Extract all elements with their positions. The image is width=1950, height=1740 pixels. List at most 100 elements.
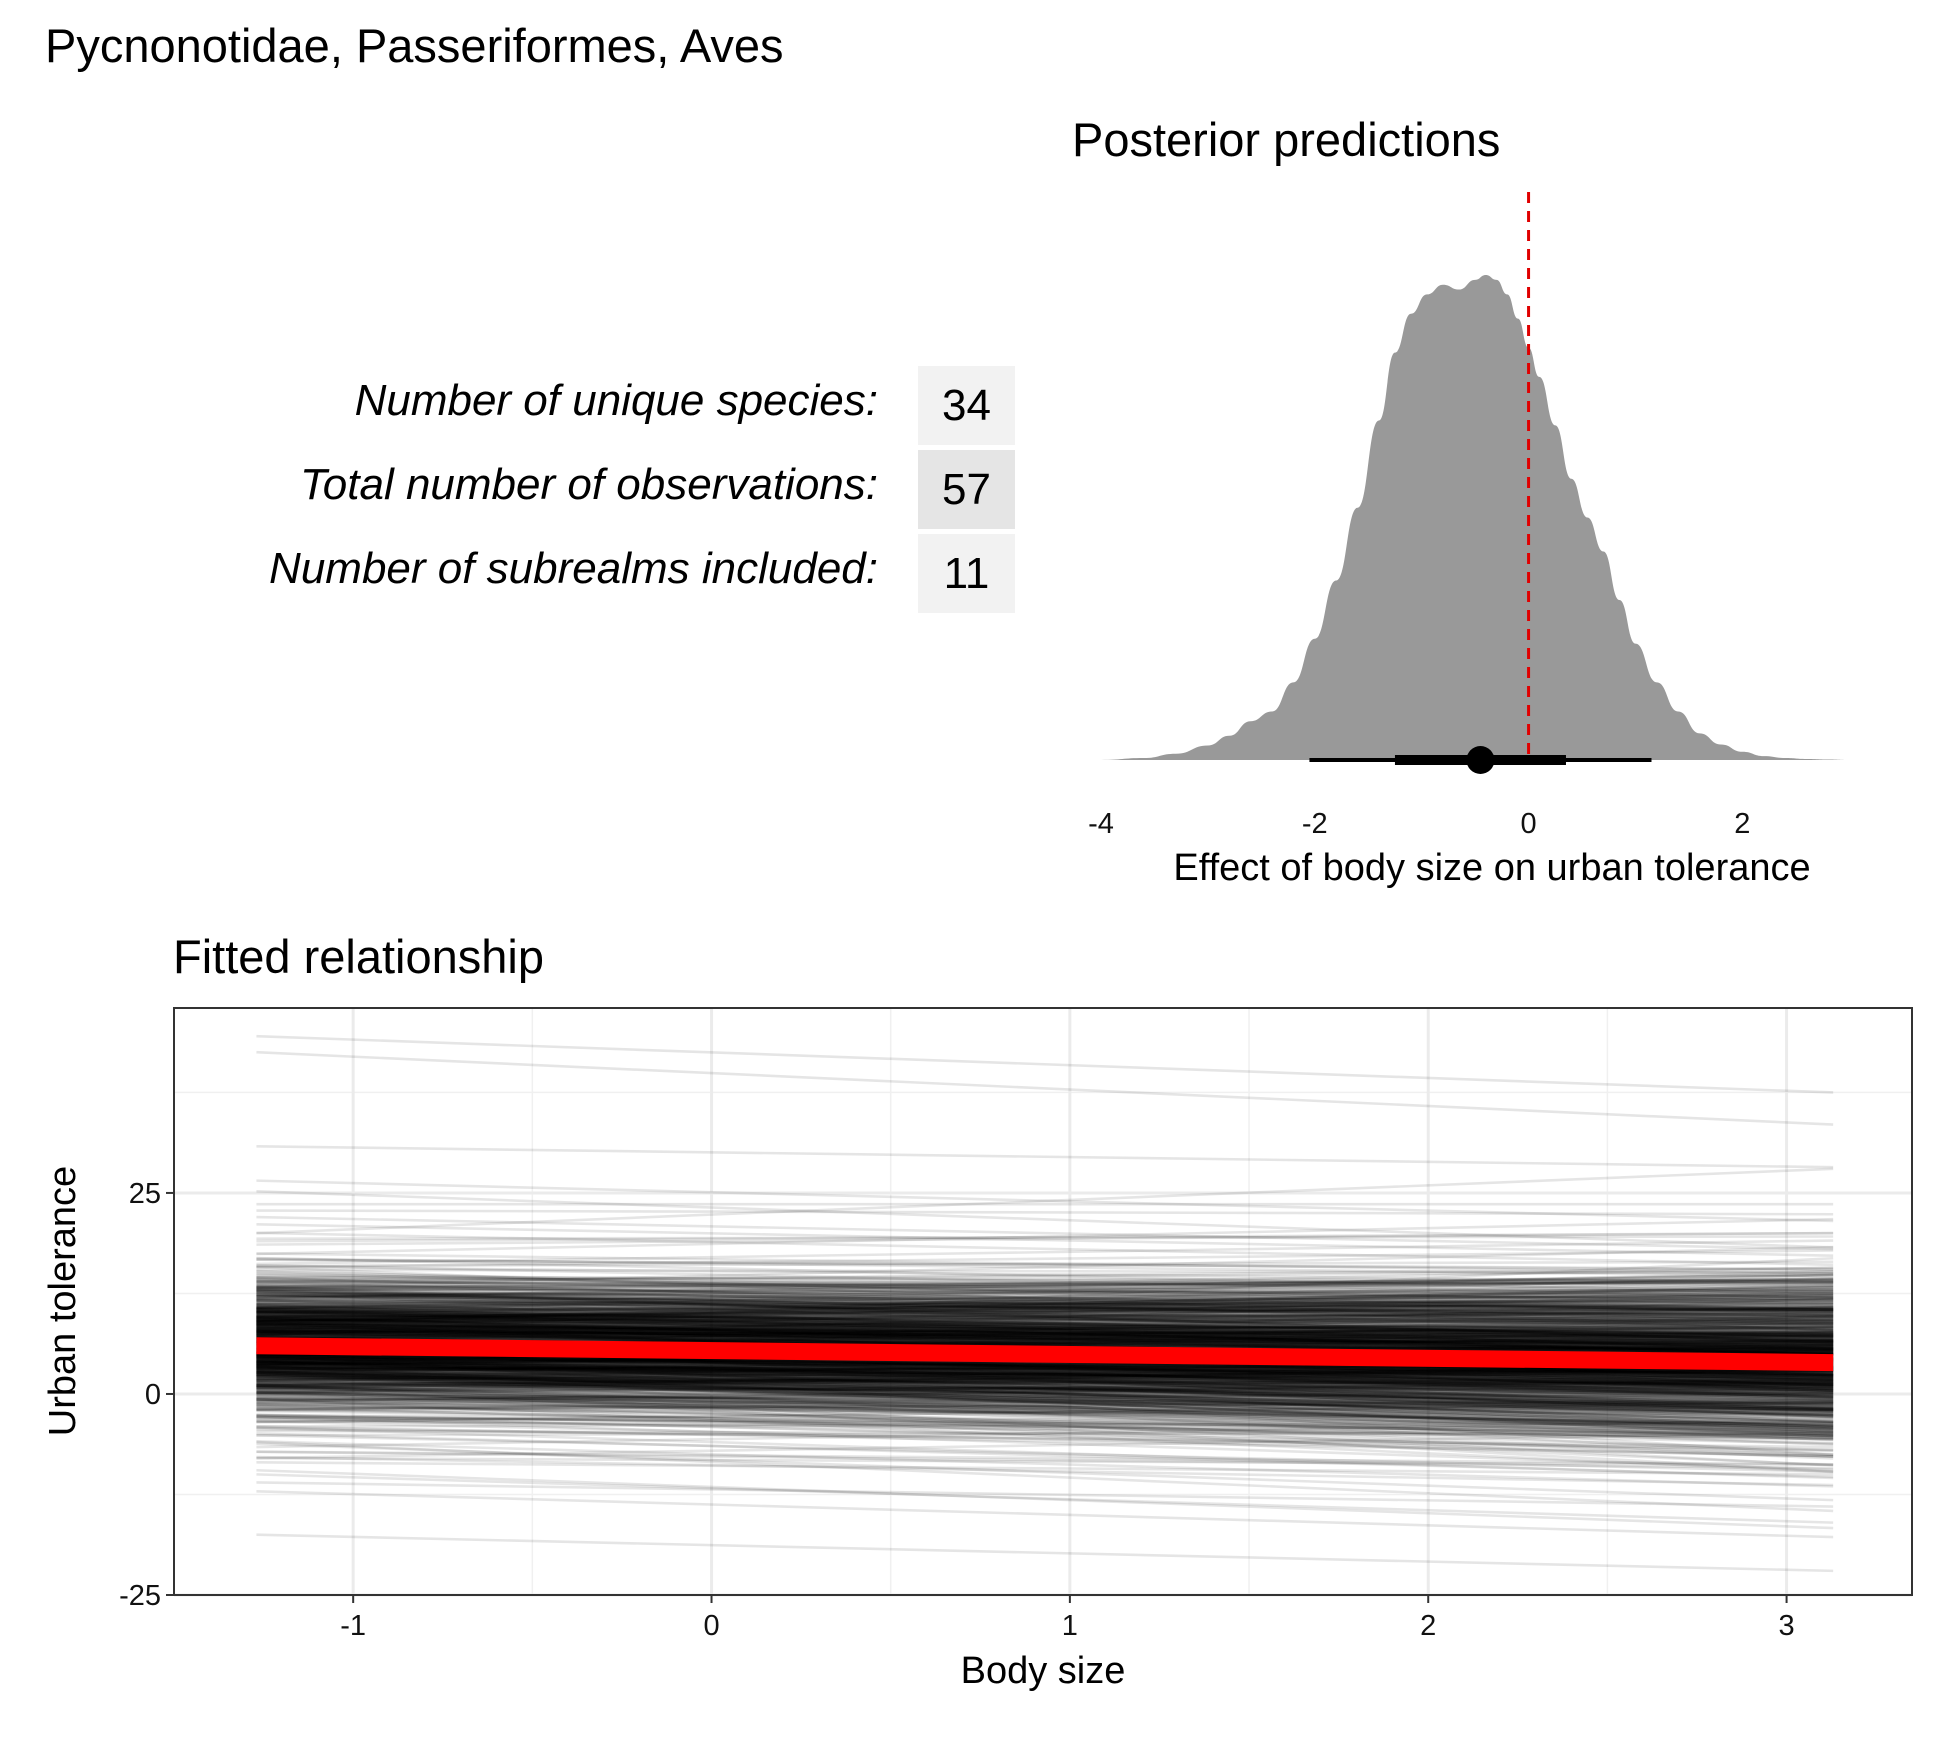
fitted-draw-line <box>256 1356 1834 1414</box>
fitted-draw-line <box>256 1296 1834 1322</box>
fitted-draw-line <box>256 1318 1834 1326</box>
fitted-draw-line <box>256 1288 1834 1337</box>
fitted-draw-line <box>256 1299 1834 1309</box>
fitted-draw-line <box>256 1402 1834 1417</box>
fitted-draw-line <box>256 1284 1834 1325</box>
fitted-draw-line <box>256 1258 1834 1272</box>
fitted-draw-line <box>256 1384 1834 1393</box>
fitted-draw-line <box>256 1312 1834 1322</box>
fitted-draw-line <box>256 1386 1834 1395</box>
fitted-draw-line <box>256 1305 1834 1342</box>
fitted-draw-line <box>256 1360 1834 1401</box>
fitted-draw-line <box>256 1315 1834 1337</box>
fitted-draw-line <box>256 1313 1834 1354</box>
fitted-draw-line <box>256 1325 1834 1343</box>
fitted-draw-line <box>256 1310 1834 1332</box>
fitted-draw-line <box>256 1364 1834 1385</box>
fitted-draw-line <box>256 1378 1834 1435</box>
fitted-draw-line <box>256 1245 1834 1289</box>
fitted-draw-line <box>256 1289 1834 1327</box>
fitted-draw-line <box>256 1385 1834 1396</box>
fitted-draw-line <box>256 1414 1834 1425</box>
fitted-draw-line <box>256 1362 1834 1392</box>
fitted-draw-line <box>256 1408 1834 1437</box>
stat-value-subrealms: 11 <box>918 534 1015 613</box>
fitted-draw-line <box>256 1368 1834 1376</box>
fitted-draw-line <box>256 1231 1834 1243</box>
fitted-draw-line <box>256 1312 1834 1339</box>
fitted-draw-line <box>256 1351 1834 1380</box>
fitted-draw-line <box>256 1310 1834 1319</box>
posterior-median-point <box>1466 746 1495 774</box>
fitted-draw-line <box>256 1369 1834 1436</box>
fitted-draw-line <box>256 1325 1834 1331</box>
fitted-draw-line <box>256 1356 1834 1376</box>
fitted-draw-line <box>256 1370 1834 1406</box>
fitted-draw-line <box>256 1386 1834 1391</box>
fitted-draw-line <box>256 1386 1834 1440</box>
fitted-draw-line <box>256 1328 1834 1347</box>
fitted-draw-line <box>256 1209 1834 1216</box>
fitted-draw-line <box>256 1361 1834 1398</box>
fitted-draw-line <box>256 1305 1834 1328</box>
fitted-draw-line <box>256 1307 1834 1312</box>
fitted-draw-line <box>256 1316 1834 1330</box>
fitted-draw-line <box>256 1317 1834 1335</box>
fitted-draw-line <box>256 1368 1834 1408</box>
fitted-draw-line <box>256 1215 1834 1251</box>
fitted-draw-line <box>256 1392 1834 1409</box>
fitted-draw-line <box>256 1309 1834 1326</box>
fitted-draw-line <box>256 1371 1834 1407</box>
fitted-draw-line <box>256 1364 1834 1377</box>
fitted-draw-line <box>256 1419 1834 1434</box>
fitted-draw-line <box>256 1252 1834 1275</box>
fitted-draw-line <box>256 1403 1834 1439</box>
fitted-draw-line <box>256 1371 1834 1413</box>
fitted-draw-line <box>256 1368 1834 1379</box>
fitted-draw-line <box>256 1418 1834 1449</box>
fitted-draw-line <box>256 1284 1834 1311</box>
fitted-draw-line <box>256 1274 1834 1287</box>
fitted-draw-line <box>256 1393 1834 1418</box>
fitted-draw-line <box>256 1362 1834 1388</box>
fitted-draw-line <box>256 1331 1834 1335</box>
fitted-draw-line <box>256 1326 1834 1345</box>
fitted-draw-line <box>256 1384 1834 1390</box>
fitted-draw-line <box>256 1345 1834 1411</box>
fitted-draw-line <box>256 1286 1834 1297</box>
fitted-draw-line <box>256 1279 1834 1323</box>
fitted-draw-line <box>256 1306 1834 1319</box>
fitted-draw-line <box>256 1354 1834 1382</box>
fitted-draw-line <box>256 1311 1834 1326</box>
fitted-draw-line <box>256 1376 1834 1412</box>
fitted-draw-line <box>256 1315 1834 1323</box>
fitted-draw-line <box>256 1367 1834 1418</box>
fitted-draw-line <box>256 1258 1834 1271</box>
fitted-draw-line <box>256 1367 1834 1383</box>
fitted-draw-line <box>256 1366 1834 1388</box>
fitted-draw-line <box>256 1316 1834 1350</box>
fitted-draw-line <box>256 1369 1834 1387</box>
fitted-draw-line <box>256 1364 1834 1379</box>
fitted-draw-line <box>256 1356 1834 1381</box>
fitted-draw-line <box>256 1356 1834 1407</box>
fitted-draw-line <box>256 1322 1834 1345</box>
fitted-draw-line <box>256 1350 1834 1384</box>
fitted-draw-line <box>256 1323 1834 1340</box>
fitted-draw-line <box>256 1313 1834 1319</box>
fitted-y-tick-label: 25 <box>129 1178 161 1210</box>
fitted-draw-line <box>256 1333 1834 1355</box>
posterior-marks <box>1101 192 1892 774</box>
fitted-draw-line <box>256 1291 1834 1304</box>
fitted-draw-line <box>256 1372 1834 1403</box>
fitted-draw-line <box>256 1303 1834 1311</box>
fitted-draw-line <box>256 1359 1834 1400</box>
fitted-draw-line <box>256 1360 1834 1427</box>
fitted-draw-line <box>256 1376 1834 1383</box>
fitted-draw-line <box>256 1329 1834 1337</box>
fitted-draw-line <box>256 1377 1834 1384</box>
fitted-draw-line <box>256 1256 1834 1295</box>
fitted-draw-line <box>256 1370 1834 1382</box>
fitted-draw-line <box>256 1284 1834 1322</box>
fitted-draw-line <box>256 1334 1834 1353</box>
